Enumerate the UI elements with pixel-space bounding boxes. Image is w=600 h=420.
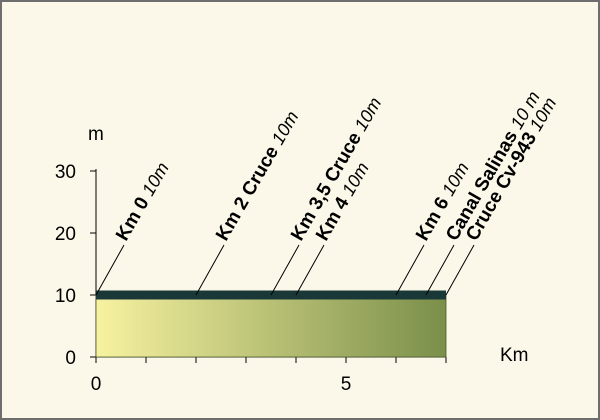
y-tick-label: 0 (65, 348, 76, 369)
checkpoint-leader-line (425, 244, 455, 296)
checkpoint-name: Km 0 (112, 189, 156, 244)
profile-fill (95, 294, 447, 358)
checkpoint-name: Km 2 Cruce (212, 138, 286, 245)
y-axis-label: m (88, 124, 104, 145)
checkpoint-elevation: 10m (138, 159, 173, 199)
checkpoint-leader-line (270, 244, 300, 296)
checkpoint-leaders (95, 244, 475, 296)
checkpoint-leader-line (195, 244, 225, 296)
checkpoint-leader-line (295, 244, 325, 296)
checkpoint-leader-line (395, 244, 425, 296)
y-tick-label: 30 (55, 162, 76, 183)
y-tick-label: 20 (55, 224, 76, 245)
checkpoint-label: Km 2 Cruce 10m (212, 108, 303, 245)
checkpoint-elevation: 10m (351, 94, 386, 134)
checkpoint-leader-line (95, 244, 125, 296)
x-tick-label: 5 (341, 374, 352, 395)
x-axis-label: Km (500, 345, 529, 366)
checkpoint-label: Km 0 10m (112, 159, 174, 245)
checkpoint-leader-line (445, 244, 475, 296)
x-tick-label: 0 (91, 374, 102, 395)
checkpoint-elevation: 10m (268, 108, 303, 148)
profile-area (95, 290, 447, 358)
y-tick-label: 10 (55, 286, 76, 307)
